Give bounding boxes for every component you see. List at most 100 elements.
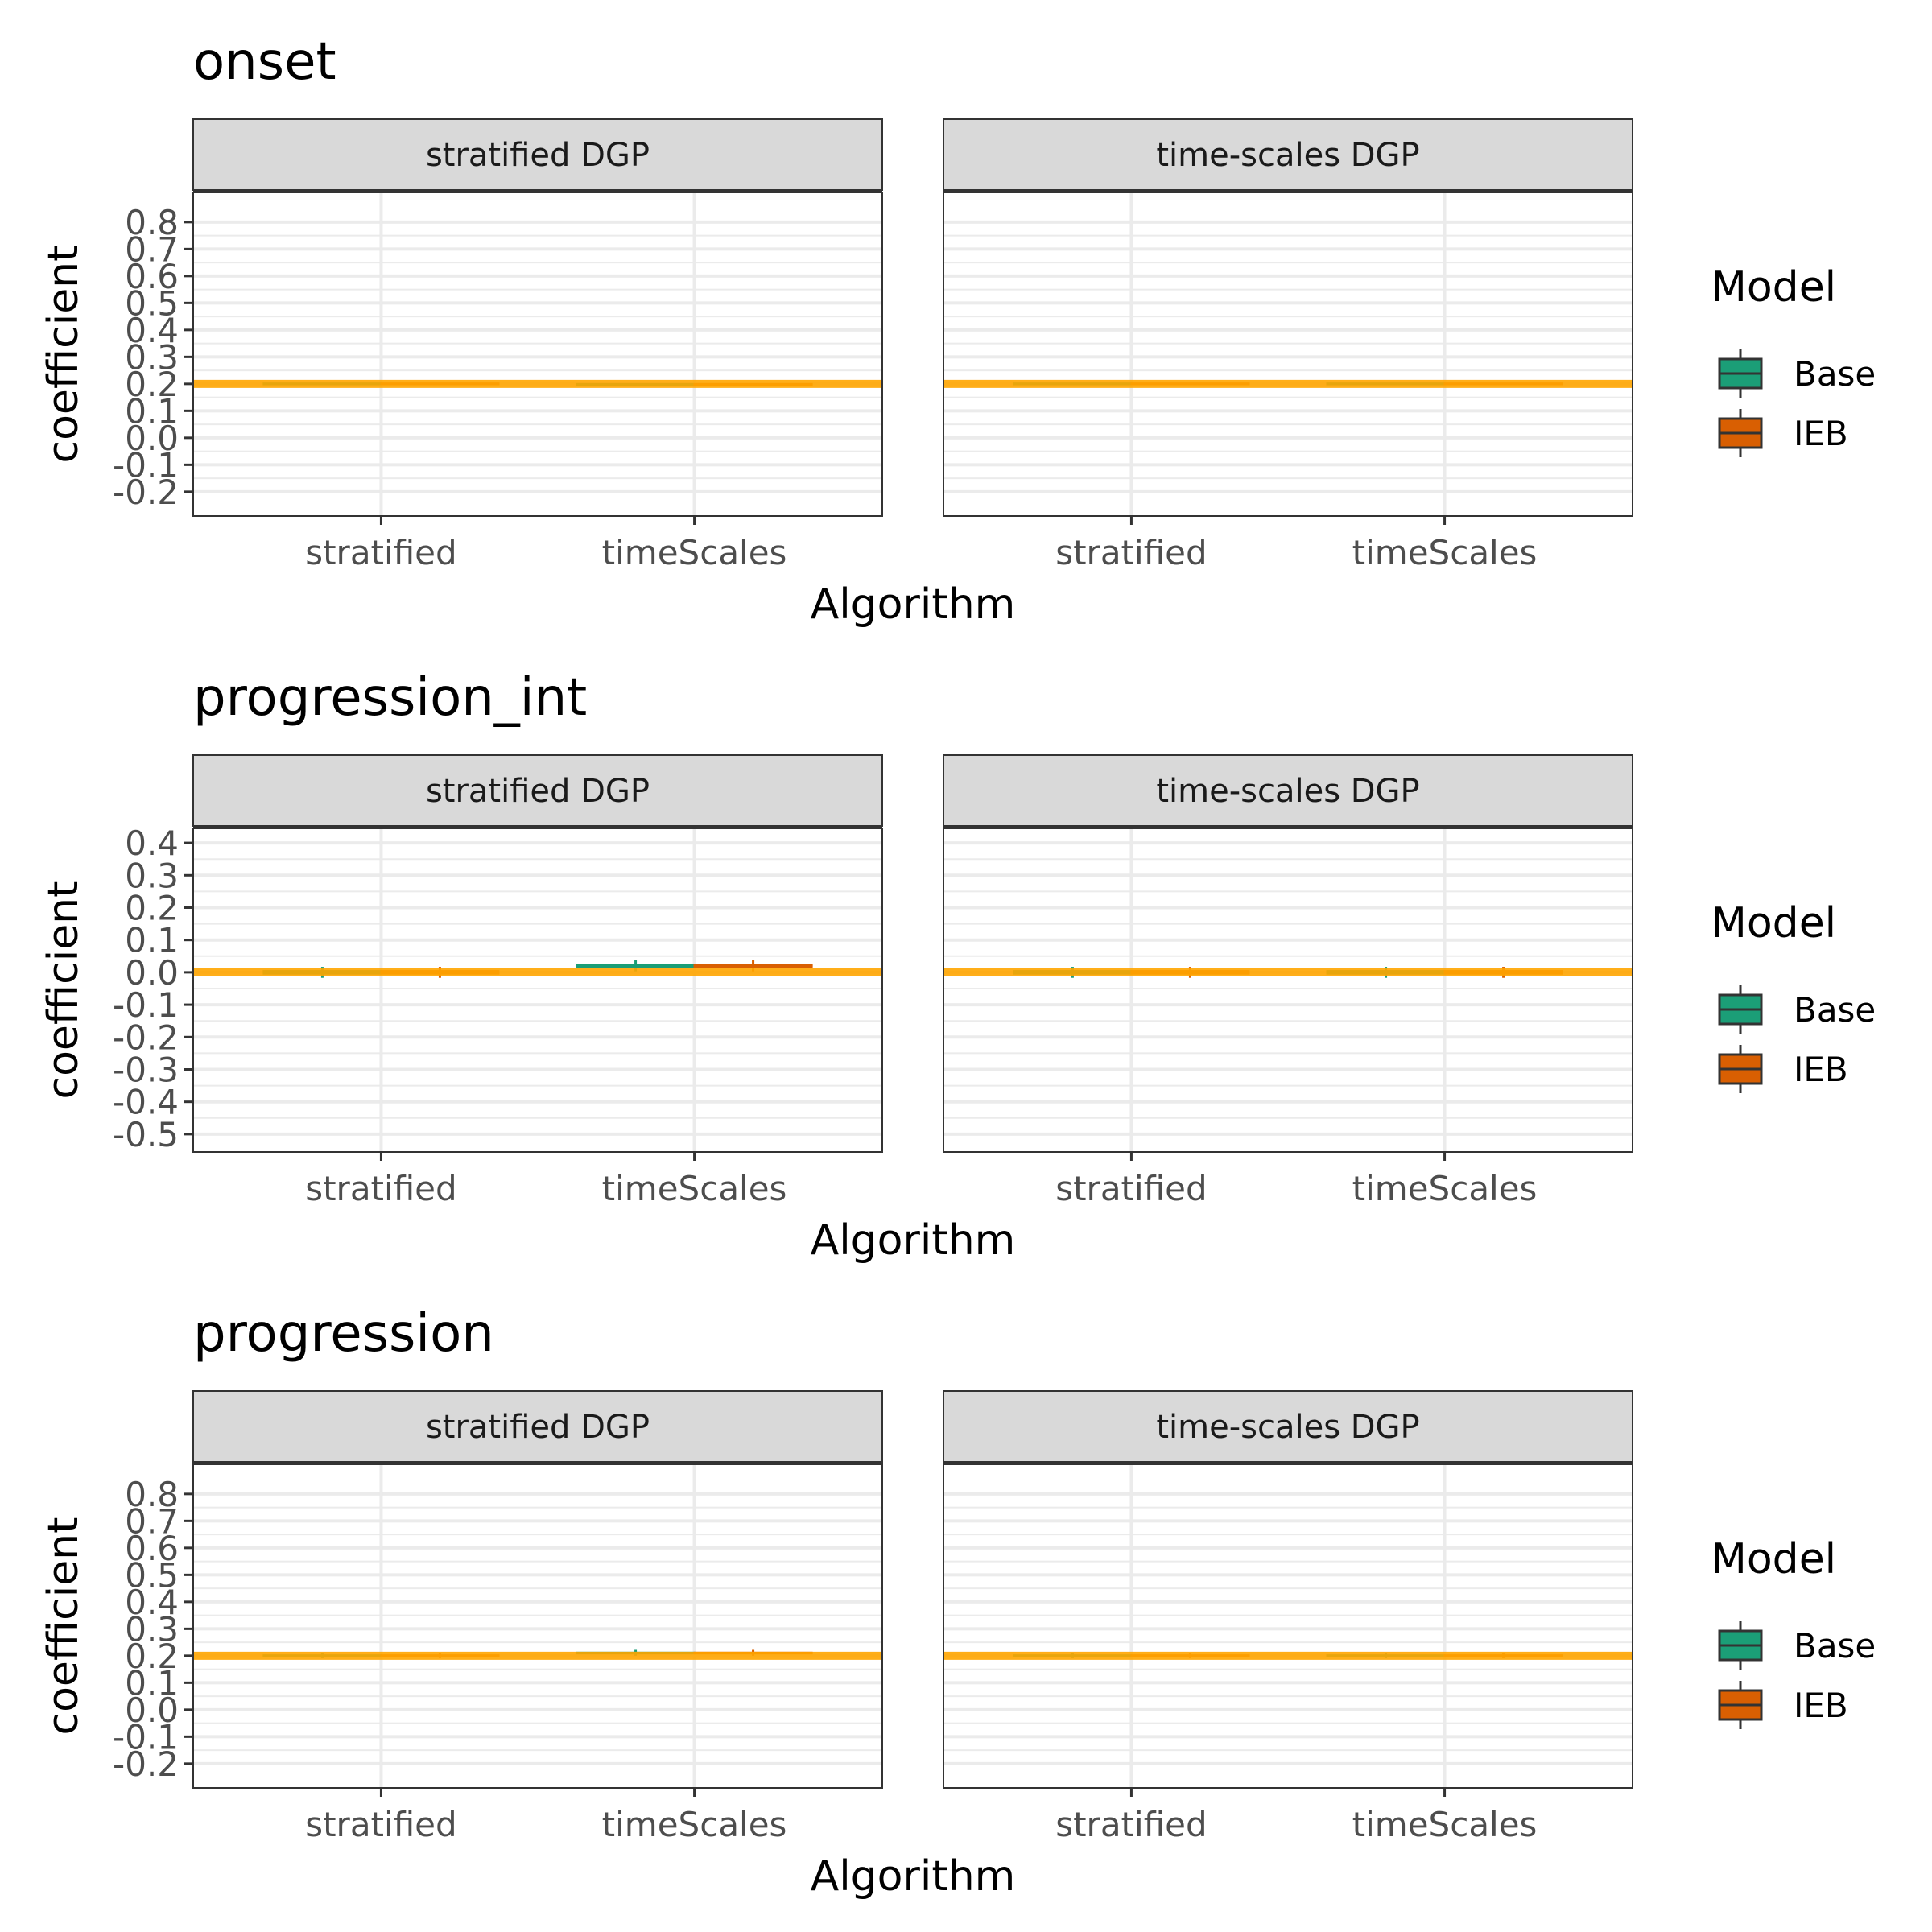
chart-title: onset xyxy=(193,32,336,92)
legend-label: Base xyxy=(1794,990,1876,1030)
y-tick-label: 0.4 xyxy=(125,311,179,350)
plot-area xyxy=(943,1464,1633,1788)
legend-key xyxy=(1718,409,1763,457)
x-axis-title: Algorithm xyxy=(811,1852,1016,1901)
panel-border xyxy=(192,192,883,517)
facet-label: time-scales DGP xyxy=(1156,137,1419,174)
y-tick-label: 0.5 xyxy=(125,1555,179,1595)
facet-strip xyxy=(943,754,1633,827)
y-tick-label: 0.1 xyxy=(125,1663,179,1703)
facet-panel: time-scales DGP stratified timeScales xyxy=(943,118,1633,572)
x-tick-label: stratified xyxy=(305,1805,456,1844)
y-tick-label: -0.1 xyxy=(113,1717,179,1757)
legend-label: Base xyxy=(1794,1626,1876,1666)
facet-panel: stratified DGP stratified timeScales 0.40.3… xyxy=(113,754,883,1208)
y-tick-label: 0.0 xyxy=(125,419,179,458)
y-tick-label: 0.4 xyxy=(125,824,179,863)
y-tick-label: 0.0 xyxy=(125,1690,179,1730)
legend: Model Base IEB xyxy=(1711,263,1876,457)
y-tick-label: -0.1 xyxy=(113,445,179,485)
plot-area xyxy=(193,1464,882,1788)
plot-area xyxy=(943,828,1633,1152)
x-tick-label: stratified xyxy=(305,1169,456,1208)
y-tick-label: 0.6 xyxy=(125,257,179,296)
facet-label: time-scales DGP xyxy=(1156,773,1419,810)
x-tick-label: stratified xyxy=(1055,533,1207,572)
y-axis-title: coefficient xyxy=(39,245,88,463)
y-tick-label: 0.0 xyxy=(125,953,179,993)
plot-area xyxy=(943,192,1633,516)
facet-panel: stratified DGP stratified timeScales 0.80.7… xyxy=(113,1390,883,1844)
legend-title: Model xyxy=(1711,263,1836,312)
facet-strip xyxy=(943,118,1633,191)
facet-panel: time-scales DGP stratified timeScales xyxy=(943,754,1633,1208)
facet-strip xyxy=(192,1390,883,1463)
y-tick-label: 0.1 xyxy=(125,921,179,960)
y-tick-label: 0.6 xyxy=(125,1529,179,1568)
legend-label: IEB xyxy=(1794,1050,1848,1089)
legend-label: Base xyxy=(1794,354,1876,394)
legend-label: IEB xyxy=(1794,414,1848,453)
x-axis-title: Algorithm xyxy=(811,1216,1016,1265)
legend-title: Model xyxy=(1711,1535,1836,1583)
facet-label: stratified DGP xyxy=(426,137,650,174)
legend-label: IEB xyxy=(1794,1686,1848,1725)
facet-strip xyxy=(192,118,883,191)
y-tick-label: -0.4 xyxy=(113,1083,179,1122)
chart-title: progression xyxy=(193,1304,494,1364)
x-tick-label: timeScales xyxy=(1352,533,1538,572)
y-axis-title: coefficient xyxy=(39,881,88,1099)
y-tick-label: 0.8 xyxy=(125,203,179,242)
facet-label: stratified DGP xyxy=(426,773,650,810)
y-tick-label: 0.3 xyxy=(125,337,179,377)
facet-label: stratified DGP xyxy=(426,1409,650,1446)
y-tick-label: -0.5 xyxy=(113,1115,179,1154)
x-tick-label: timeScales xyxy=(1352,1169,1538,1208)
y-axis-title: coefficient xyxy=(39,1517,88,1735)
y-tick-label: 0.2 xyxy=(125,1637,179,1676)
y-tick-label: 0.8 xyxy=(125,1475,179,1514)
y-tick-label: 0.7 xyxy=(125,229,179,269)
panel-border xyxy=(943,828,1633,1153)
y-tick-label: 0.2 xyxy=(125,888,179,927)
legend-title: Model xyxy=(1711,899,1836,947)
x-tick-label: stratified xyxy=(305,533,456,572)
x-tick-label: timeScales xyxy=(602,1805,787,1844)
legend-key xyxy=(1718,1621,1763,1670)
y-tick-label: 0.1 xyxy=(125,391,179,431)
chart-progression: progression stratified DGP stratified timeS… xyxy=(39,1304,1876,1901)
y-tick-label: -0.2 xyxy=(113,473,179,512)
y-tick-label: 0.3 xyxy=(125,1609,179,1649)
y-tick-label: 0.4 xyxy=(125,1583,179,1622)
panel-border xyxy=(192,1463,883,1789)
legend-key xyxy=(1718,985,1763,1034)
y-tick-label: 0.2 xyxy=(125,365,179,404)
y-tick-label: -0.3 xyxy=(113,1050,179,1089)
chart-onset: onset stratified DGP stratified timeScales 0… xyxy=(39,32,1876,629)
plot-area xyxy=(193,192,882,516)
y-tick-label: -0.2 xyxy=(113,1744,179,1784)
x-tick-label: timeScales xyxy=(602,533,787,572)
facet-panel: time-scales DGP stratified timeScales xyxy=(943,1390,1633,1844)
x-tick-label: stratified xyxy=(1055,1169,1207,1208)
legend-key xyxy=(1718,349,1763,398)
facet-label: time-scales DGP xyxy=(1156,1409,1419,1446)
legend-key xyxy=(1718,1045,1763,1093)
x-tick-label: timeScales xyxy=(602,1169,787,1208)
chart-title: progression_int xyxy=(193,668,587,728)
y-tick-label: -0.2 xyxy=(113,1018,179,1057)
plot-area xyxy=(193,828,882,1152)
x-axis-title: Algorithm xyxy=(811,580,1016,629)
facet-panel: stratified DGP stratified timeScales 0.80.7… xyxy=(113,118,883,572)
y-tick-label: 0.5 xyxy=(125,283,179,323)
y-tick-label: -0.1 xyxy=(113,985,179,1025)
legend: Model Base IEB xyxy=(1711,1535,1876,1729)
y-tick-label: 0.7 xyxy=(125,1501,179,1541)
y-tick-label: 0.3 xyxy=(125,856,179,895)
panel-border xyxy=(943,1463,1633,1789)
panel-border xyxy=(943,192,1633,517)
legend-key xyxy=(1718,1681,1763,1729)
x-tick-label: timeScales xyxy=(1352,1805,1538,1844)
